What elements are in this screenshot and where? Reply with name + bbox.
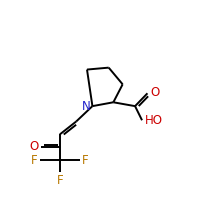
Text: O: O (29, 140, 38, 153)
Text: O: O (150, 86, 159, 99)
Text: F: F (57, 174, 63, 187)
Text: F: F (31, 154, 37, 167)
Text: F: F (82, 154, 89, 167)
Text: N: N (82, 100, 91, 113)
Text: HO: HO (145, 114, 163, 127)
